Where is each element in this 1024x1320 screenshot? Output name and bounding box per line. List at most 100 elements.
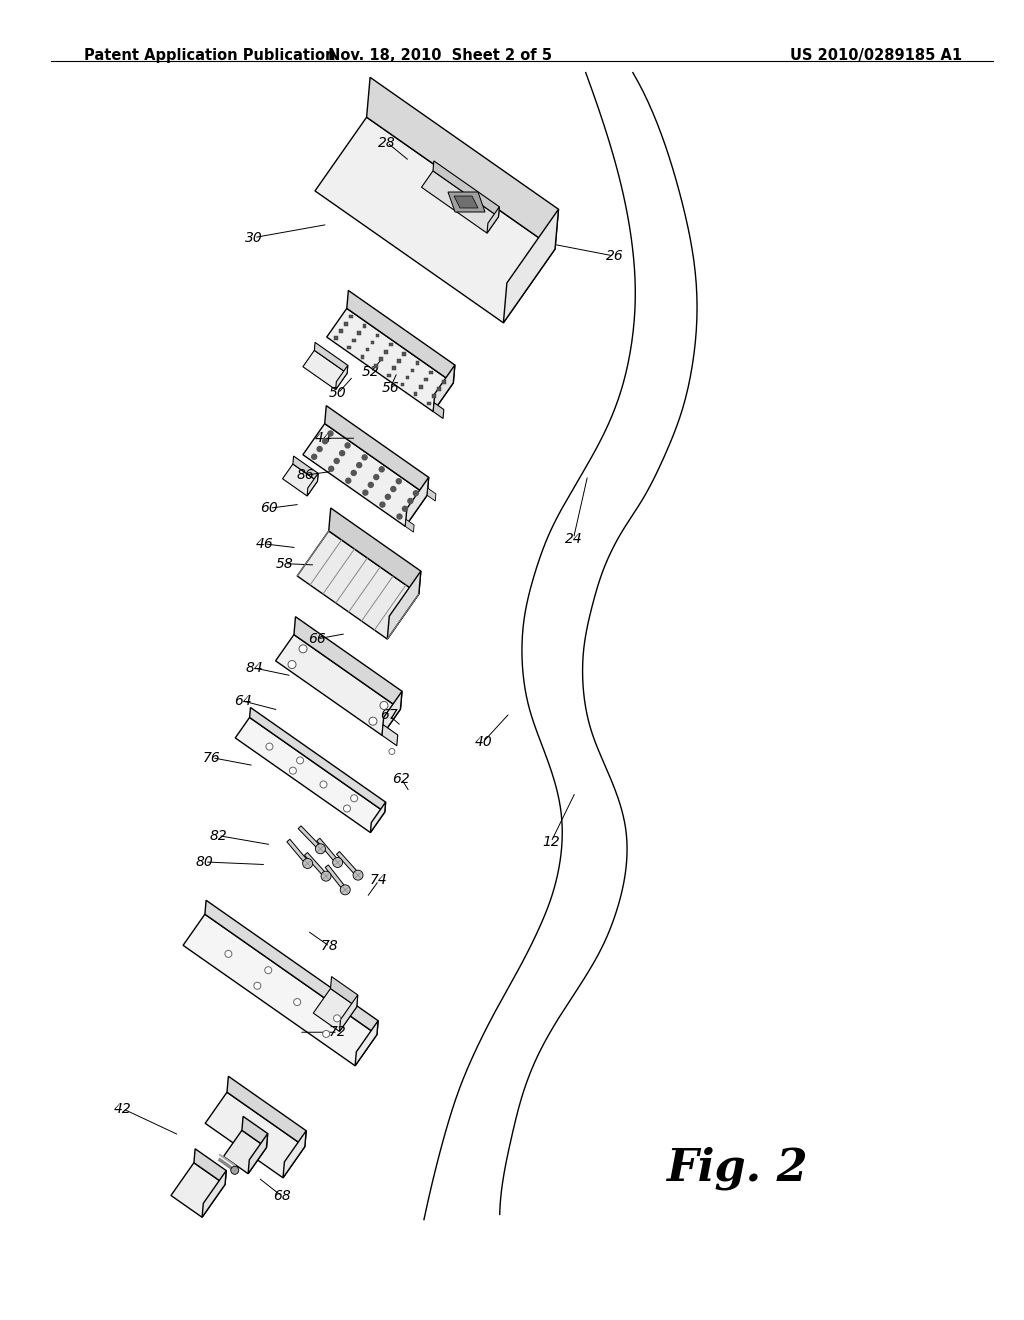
Bar	[379, 358, 383, 360]
Polygon shape	[449, 191, 485, 213]
Polygon shape	[313, 989, 356, 1031]
Bar	[366, 348, 370, 351]
Polygon shape	[294, 616, 402, 709]
Circle shape	[321, 781, 327, 788]
Circle shape	[379, 467, 384, 471]
Bar	[400, 383, 404, 387]
Circle shape	[397, 513, 402, 519]
Polygon shape	[337, 851, 359, 876]
Circle shape	[230, 1167, 239, 1175]
Bar	[334, 337, 338, 339]
Polygon shape	[303, 350, 347, 389]
Circle shape	[328, 430, 333, 436]
Text: 80: 80	[196, 855, 214, 869]
Circle shape	[323, 438, 328, 444]
Polygon shape	[248, 1134, 267, 1173]
Circle shape	[380, 701, 388, 709]
Bar	[360, 355, 365, 359]
Bar	[406, 376, 410, 379]
Polygon shape	[327, 309, 454, 412]
Bar	[427, 401, 431, 405]
Bar	[424, 378, 428, 381]
Polygon shape	[283, 465, 317, 496]
Text: 82: 82	[209, 829, 227, 842]
Bar	[442, 380, 445, 384]
Circle shape	[322, 871, 331, 882]
Bar	[387, 374, 391, 378]
Circle shape	[374, 475, 379, 479]
Bar	[389, 343, 392, 346]
Polygon shape	[406, 519, 414, 532]
Polygon shape	[307, 474, 318, 496]
Bar	[357, 331, 361, 335]
Bar	[416, 362, 419, 364]
Polygon shape	[297, 531, 419, 639]
Polygon shape	[287, 840, 309, 865]
Polygon shape	[329, 508, 421, 594]
Bar	[402, 352, 406, 355]
Text: 76: 76	[203, 751, 221, 764]
Polygon shape	[382, 725, 397, 746]
Text: Nov. 18, 2010  Sheet 2 of 5: Nov. 18, 2010 Sheet 2 of 5	[329, 48, 552, 62]
Polygon shape	[298, 826, 322, 850]
Circle shape	[340, 884, 350, 895]
Polygon shape	[194, 1148, 226, 1184]
Circle shape	[297, 756, 303, 764]
Bar	[371, 341, 375, 345]
Bar	[362, 325, 366, 327]
Text: 74: 74	[370, 874, 388, 887]
Polygon shape	[314, 342, 348, 374]
Polygon shape	[347, 290, 455, 383]
Bar	[376, 334, 379, 337]
Bar	[374, 364, 378, 368]
Bar	[437, 387, 441, 391]
Polygon shape	[242, 1117, 267, 1147]
Polygon shape	[183, 915, 377, 1065]
Circle shape	[346, 478, 351, 483]
Text: 62: 62	[392, 772, 411, 785]
Text: 60: 60	[260, 502, 279, 515]
Circle shape	[345, 444, 350, 447]
Circle shape	[389, 748, 395, 755]
Circle shape	[329, 466, 334, 471]
Circle shape	[353, 870, 364, 880]
Polygon shape	[315, 117, 555, 323]
Text: 26: 26	[605, 249, 624, 263]
Polygon shape	[303, 424, 427, 527]
Bar	[419, 385, 423, 388]
Text: 30: 30	[245, 231, 263, 244]
Text: 40: 40	[474, 735, 493, 748]
Circle shape	[362, 490, 368, 495]
Circle shape	[369, 482, 374, 487]
Text: 24: 24	[564, 532, 583, 545]
Text: 86: 86	[296, 469, 314, 482]
Text: 84: 84	[245, 661, 263, 675]
Circle shape	[333, 858, 343, 867]
Polygon shape	[406, 478, 429, 527]
Bar	[411, 368, 415, 372]
Polygon shape	[382, 692, 402, 735]
Text: 66: 66	[308, 632, 327, 645]
Polygon shape	[223, 1130, 266, 1173]
Circle shape	[311, 454, 316, 459]
Polygon shape	[205, 900, 378, 1035]
Circle shape	[265, 966, 271, 974]
Circle shape	[385, 494, 390, 499]
Polygon shape	[433, 403, 443, 418]
Bar	[397, 359, 401, 363]
Text: 52: 52	[361, 366, 380, 379]
Polygon shape	[227, 1076, 306, 1147]
Polygon shape	[454, 195, 478, 209]
Text: 58: 58	[275, 557, 294, 570]
Text: 78: 78	[321, 940, 339, 953]
Circle shape	[391, 487, 396, 491]
Circle shape	[356, 462, 361, 467]
Circle shape	[351, 470, 356, 475]
Polygon shape	[236, 718, 385, 833]
Circle shape	[340, 450, 345, 455]
Text: 72: 72	[329, 1026, 347, 1039]
Circle shape	[334, 1015, 341, 1022]
Polygon shape	[336, 366, 348, 389]
Circle shape	[334, 458, 339, 463]
Circle shape	[315, 843, 326, 854]
